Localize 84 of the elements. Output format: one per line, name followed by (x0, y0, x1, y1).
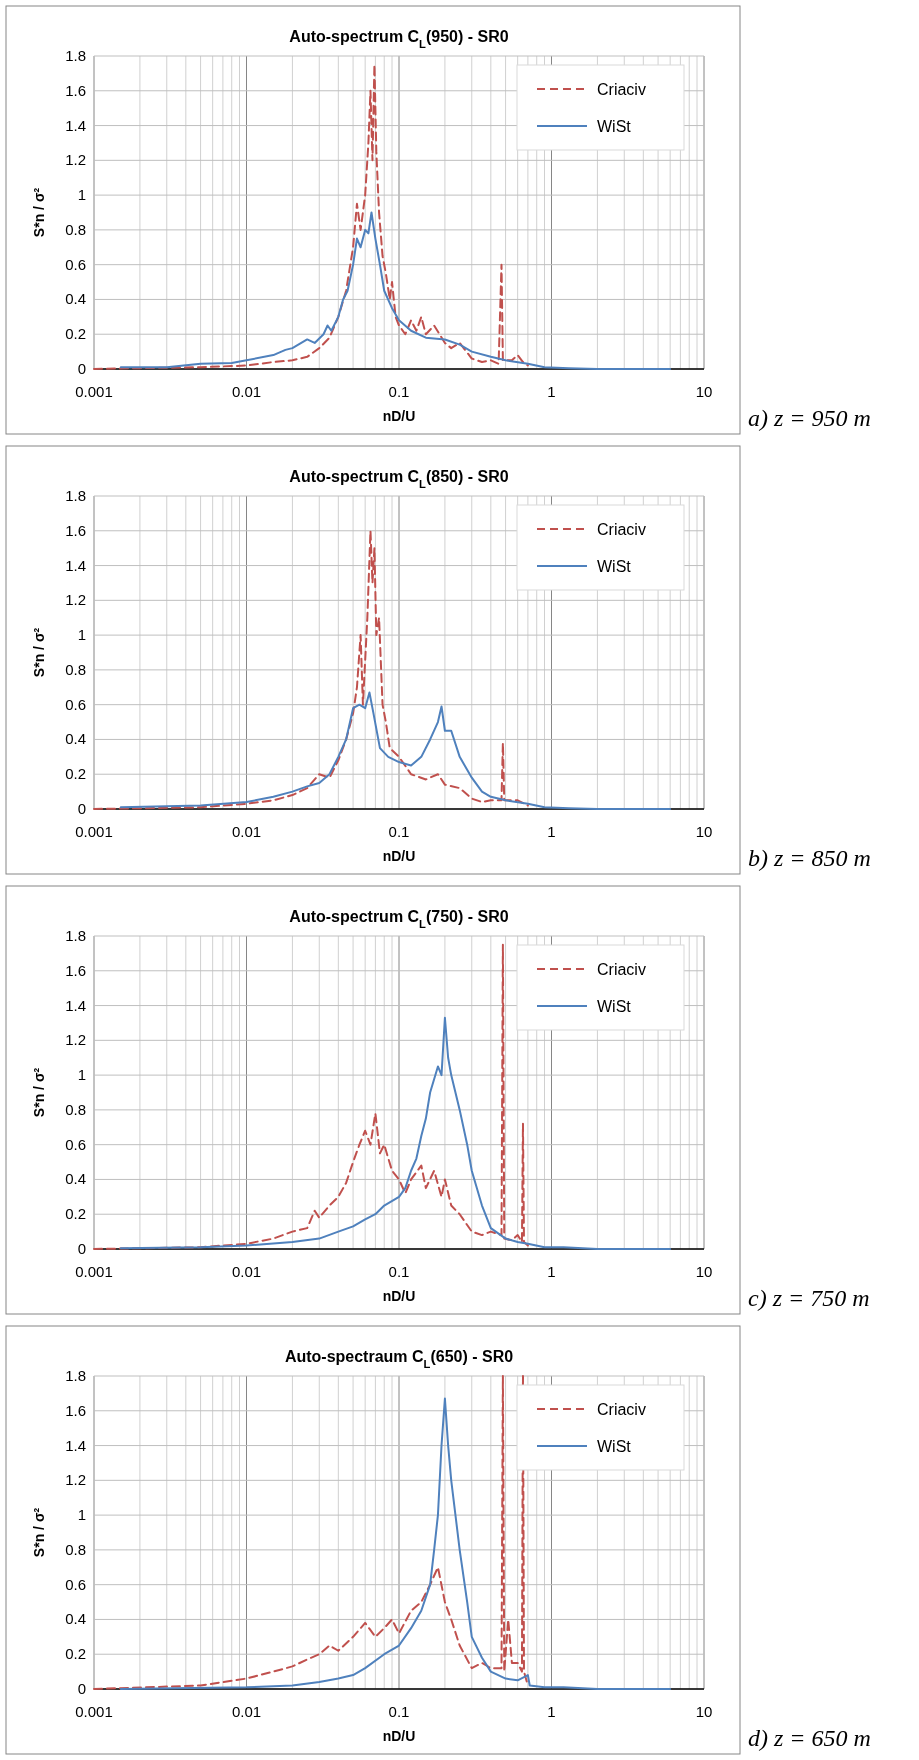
y-axis-title: S*n / σ² (31, 627, 47, 678)
x-tick-label: 0.01 (231, 383, 262, 400)
x-tick-label: 0.001 (75, 823, 113, 840)
x-axis-title: nD/U (382, 408, 416, 424)
y-tick-label: 1.4 (65, 996, 86, 1014)
legend-label: Criaciv (597, 961, 646, 978)
y-tick-label: 0 (77, 1240, 86, 1257)
chart-title: Auto-spectrum C$_{L}$(950) - SR0 (289, 28, 509, 50)
y-tick-label: 0.8 (65, 1100, 86, 1118)
y-tick-label: 1.2 (65, 591, 86, 609)
y-tick-label: 0.4 (65, 290, 86, 308)
x-tick-label: 1 (547, 1263, 556, 1280)
legend-label: WiSt (597, 998, 632, 1015)
y-tick-label: 1 (77, 626, 86, 644)
y-tick-label: 0.8 (65, 1540, 86, 1558)
legend-label: Criaciv (597, 81, 646, 98)
y-tick-label: 1 (77, 1506, 86, 1524)
x-tick-label: 0.1 (388, 1703, 410, 1720)
x-tick-label: 1 (547, 823, 556, 840)
y-tick-label: 0.4 (65, 1610, 86, 1628)
x-tick-label: 10 (695, 1263, 713, 1280)
y-tick-label: 1.2 (65, 1031, 86, 1049)
y-tick-label: 0 (77, 1680, 86, 1697)
y-tick-label: 1.6 (65, 81, 86, 99)
x-tick-label: 10 (695, 823, 713, 840)
y-tick-label: 0.8 (65, 660, 86, 678)
y-axis-title: S*n / σ² (31, 187, 47, 238)
legend-label: WiSt (597, 118, 632, 135)
y-tick-label: 1.2 (65, 1471, 86, 1489)
y-tick-label: 1.4 (65, 1436, 86, 1454)
y-tick-label: 1.8 (65, 927, 86, 944)
x-axis-title: nD/U (382, 1728, 416, 1744)
y-tick-label: 0.6 (65, 1135, 86, 1153)
y-tick-label: 1.4 (65, 116, 86, 134)
y-tick-label: 0 (77, 800, 86, 817)
y-tick-label: 1.8 (65, 1367, 86, 1384)
y-tick-label: 1.6 (65, 521, 86, 539)
legend-label: Criaciv (597, 521, 646, 538)
y-tick-label: 0.2 (65, 325, 86, 343)
y-tick-label: 0.6 (65, 255, 86, 273)
y-tick-label: 0 (77, 360, 86, 377)
y-tick-label: 1.8 (65, 487, 86, 504)
x-tick-label: 0.01 (231, 1263, 262, 1280)
x-tick-label: 0.1 (388, 823, 410, 840)
y-axis-title: S*n / σ² (31, 1067, 47, 1118)
y-tick-label: 1.8 (65, 47, 86, 64)
y-tick-label: 1 (77, 186, 86, 204)
chart-title: Auto-spectrum C$_{L}$(750) - SR0 (289, 908, 509, 930)
x-tick-label: 0.001 (75, 383, 113, 400)
x-tick-label: 0.1 (388, 1263, 410, 1280)
x-tick-label: 0.1 (388, 383, 410, 400)
y-tick-label: 0.4 (65, 1170, 86, 1188)
x-tick-label: 1 (547, 383, 556, 400)
text: c) z = 750 m (748, 1285, 870, 1311)
y-tick-label: 0.6 (65, 695, 86, 713)
x-tick-label: 0.01 (231, 1703, 262, 1720)
x-axis-title: nD/U (382, 848, 416, 864)
chart-title: Auto-spectrum C$_{L}$(850) - SR0 (289, 468, 509, 490)
y-tick-label: 0.6 (65, 1575, 86, 1593)
x-tick-label: 10 (695, 383, 713, 400)
x-tick-label: 0.001 (75, 1703, 113, 1720)
y-tick-label: 0.8 (65, 220, 86, 238)
legend-label: WiSt (597, 558, 632, 575)
x-tick-label: 1 (547, 1703, 556, 1720)
legend-label: Criaciv (597, 1401, 646, 1418)
x-tick-label: 0.001 (75, 1263, 113, 1280)
y-tick-label: 1.6 (65, 961, 86, 979)
x-tick-label: 0.01 (231, 823, 262, 840)
y-tick-label: 1.4 (65, 556, 86, 574)
x-tick-label: 10 (695, 1703, 713, 1720)
x-axis-title: nD/U (382, 1288, 416, 1304)
y-tick-label: 1 (77, 1066, 86, 1084)
y-tick-label: 0.2 (65, 765, 86, 783)
text: b) z = 850 m (748, 845, 871, 871)
y-axis-title: S*n / σ² (31, 1507, 47, 1558)
y-tick-label: 1.2 (65, 151, 86, 169)
y-tick-label: 1.6 (65, 1401, 86, 1419)
legend-label: WiSt (597, 1438, 632, 1455)
y-tick-label: 0.4 (65, 730, 86, 748)
y-tick-label: 0.2 (65, 1205, 86, 1223)
chart-title: Auto-spectraum C$_{L}$(650) - SR0 (284, 1348, 514, 1370)
text: a) z = 950 m (748, 405, 871, 431)
y-tick-label: 0.2 (65, 1645, 86, 1663)
text: d) z = 650 m (748, 1725, 871, 1751)
